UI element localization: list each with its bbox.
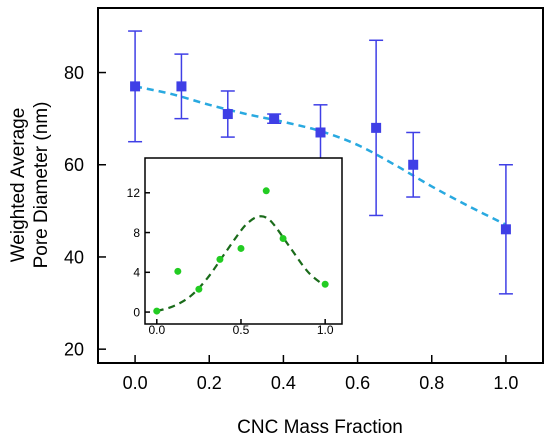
x-tick-label: 1.0 — [317, 323, 334, 337]
x-tick-label: 0.2 — [197, 373, 222, 393]
x-tick-label: 0.6 — [345, 373, 370, 393]
y-tick-label: 4 — [133, 266, 140, 280]
data-point — [262, 187, 270, 195]
data-point — [269, 113, 280, 124]
x-tick-label: 0.5 — [233, 323, 250, 337]
y-tick-label: 60 — [64, 155, 84, 175]
inset-axis-ticks: 0.0 0.5 1.0 0 4 8 12 — [127, 186, 334, 337]
data-point — [408, 159, 419, 170]
inset-frame — [144, 157, 343, 325]
inset-data-points — [153, 187, 329, 315]
x-tick-label: 1.0 — [493, 373, 518, 393]
data-point — [130, 81, 141, 92]
y-tick-label: 20 — [64, 339, 84, 359]
data-point — [237, 244, 245, 252]
data-point — [195, 285, 203, 293]
y-tick-label: 8 — [133, 226, 140, 240]
x-tick-label: 0.0 — [148, 323, 165, 337]
data-point — [176, 81, 187, 92]
data-point — [153, 307, 161, 315]
data-point — [174, 267, 182, 275]
data-point — [371, 122, 382, 133]
y-tick-label: 12 — [127, 186, 141, 200]
fit-curve-line — [134, 85, 507, 226]
data-point — [321, 280, 329, 288]
data-point — [216, 255, 224, 263]
y-axis-label-line-2: Pore Diameter (nm) — [31, 102, 52, 269]
data-point — [500, 224, 511, 235]
fit-curve-line — [156, 215, 326, 313]
y-tick-label: 0 — [133, 305, 140, 319]
y-tick-label: 40 — [64, 247, 84, 267]
inset-fit-curve — [156, 215, 326, 313]
main-data-points — [130, 81, 511, 235]
x-tick-label: 0.0 — [123, 373, 148, 393]
x-axis-label: CNC Mass Fraction — [237, 417, 403, 438]
data-point — [315, 127, 326, 138]
y-axis-label-line-1: Weighted Average — [8, 108, 29, 263]
x-tick-label: 0.8 — [419, 373, 444, 393]
data-point — [279, 235, 287, 243]
main-fit-curve — [134, 85, 507, 226]
data-point — [222, 109, 233, 120]
y-tick-label: 80 — [64, 63, 84, 83]
inset-plot: 0.0 0.5 1.0 0 4 8 12 — [127, 157, 343, 337]
x-tick-label: 0.4 — [271, 373, 296, 393]
